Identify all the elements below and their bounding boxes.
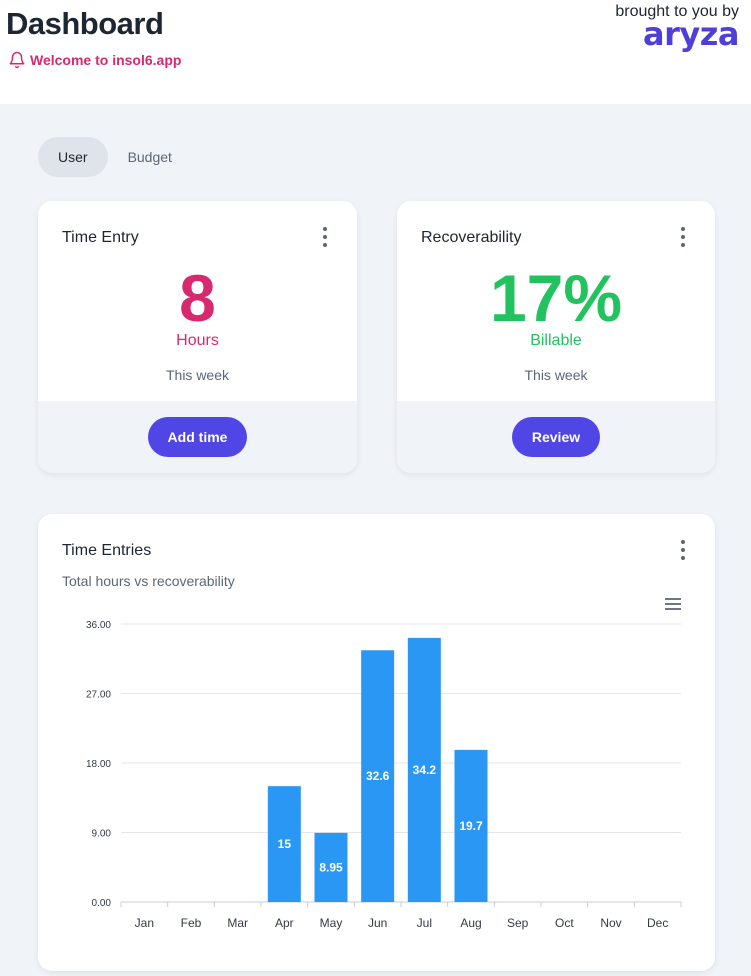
brand: brought to you by aryza [615, 3, 739, 53]
more-options-icon[interactable] [319, 227, 331, 247]
bar-chart: 0.00 9.00 18.00 27.00 36.00 Jan Feb Mar 15 Apr 8.9… [86, 620, 682, 930]
bar-data-label: 19.7 [459, 819, 483, 833]
card-title: Time Entry [62, 229, 139, 246]
recoverability-card: Recoverability 17% Billable This week Re… [397, 201, 715, 473]
bar-data-label: 8.95 [319, 860, 343, 874]
tab-bar: User Budget [38, 137, 192, 177]
brand-tagline: brought to you by [615, 3, 739, 20]
review-button[interactable]: Review [511, 417, 601, 457]
add-time-button[interactable]: Add time [147, 417, 248, 457]
more-options-icon[interactable] [677, 227, 689, 247]
x-tick-label: Mar [227, 916, 248, 930]
brand-logo: aryza [643, 15, 739, 53]
y-tick-label: 9.00 [92, 829, 112, 840]
bar-data-label: 32.6 [366, 769, 390, 783]
bar [361, 650, 395, 902]
card-footer: Review [397, 401, 715, 473]
x-tick-label: Apr [275, 916, 294, 930]
welcome-notice[interactable]: Welcome to insol6.app [8, 51, 181, 69]
recoverability-value: 17% [489, 261, 623, 335]
tab-user[interactable]: User [38, 137, 108, 177]
bar [267, 786, 301, 902]
x-tick-label: Feb [181, 916, 202, 930]
bar [454, 749, 488, 902]
x-tick-label: May [320, 916, 343, 930]
card-title: Recoverability [421, 229, 522, 246]
welcome-text: Welcome to insol6.app [30, 52, 182, 68]
period-label: This week [524, 367, 588, 383]
page-title: Dashboard [6, 6, 164, 41]
x-tick-label: Sep [507, 916, 529, 930]
x-tick-label: Dec [647, 916, 668, 930]
x-tick-label: Aug [460, 916, 481, 930]
bar [407, 637, 441, 902]
bell-icon [8, 51, 26, 69]
bar-data-label: 34.2 [413, 763, 437, 777]
y-tick-label: 27.00 [86, 690, 111, 701]
chart-subtitle: Total hours vs recoverability [62, 573, 235, 589]
hours-value: 8 [179, 261, 216, 335]
more-options-icon[interactable] [677, 540, 689, 560]
header: Dashboard Welcome to insol6.app brought … [0, 0, 751, 104]
x-tick-label: Jun [368, 916, 387, 930]
period-label: This week [165, 367, 230, 383]
main-content: User Budget Time Entry 8 Hours This week… [0, 104, 751, 976]
card-footer: Add time [38, 401, 357, 473]
card-title: Time Entries [62, 542, 152, 559]
y-tick-label: 18.00 [86, 759, 111, 770]
x-tick-label: Oct [555, 916, 574, 930]
time-entry-card: Time Entry 8 Hours This week Add time [38, 201, 357, 473]
x-tick-label: Jul [417, 916, 432, 930]
y-tick-label: 0.00 [92, 898, 112, 909]
bar [314, 832, 348, 902]
bar-data-label: 15 [278, 837, 292, 851]
x-tick-label: Jan [135, 916, 154, 930]
tab-budget[interactable]: Budget [127, 149, 172, 165]
billable-unit: Billable [530, 332, 582, 349]
chart-menu-icon[interactable] [665, 598, 681, 610]
y-tick-label: 36.00 [86, 620, 111, 631]
hours-unit: Hours [176, 332, 219, 349]
time-entries-card: Time Entries Total hours vs recoverabili… [38, 514, 715, 971]
x-tick-label: Nov [600, 916, 621, 930]
